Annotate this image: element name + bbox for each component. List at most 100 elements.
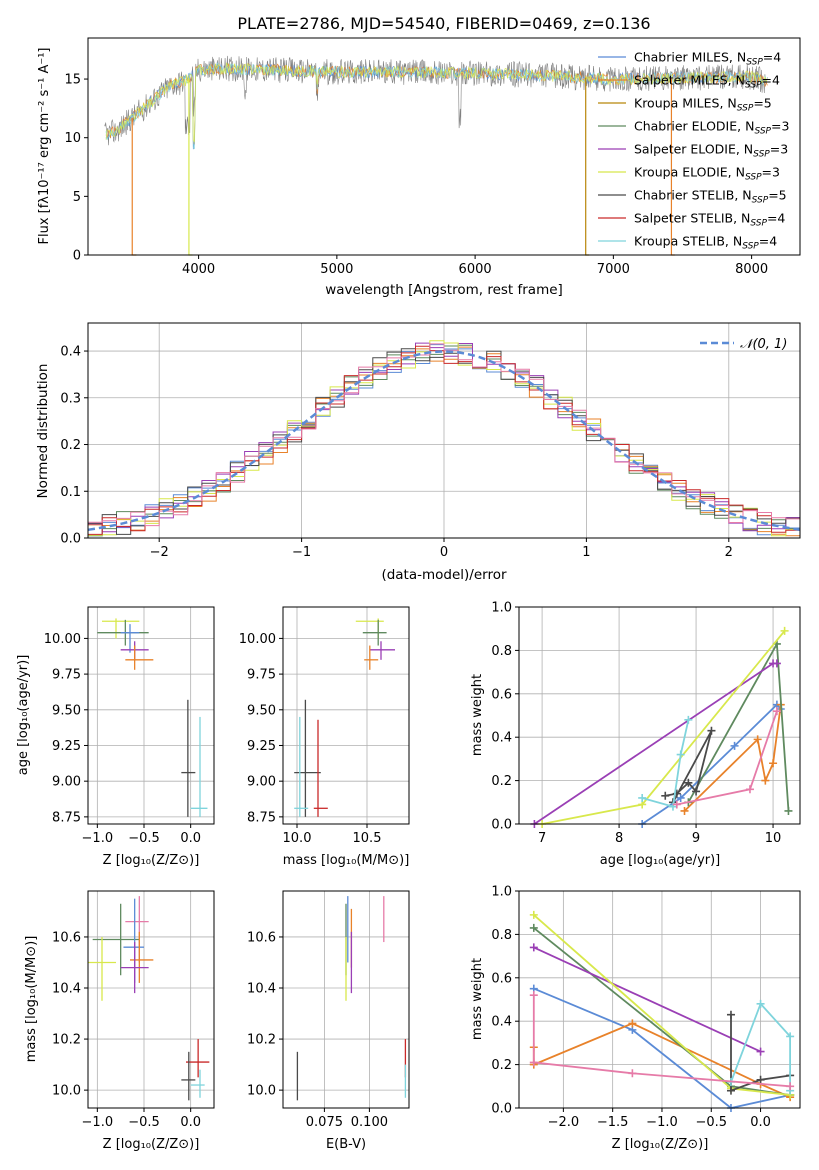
y-tick-label: 0 (73, 249, 81, 264)
series-point (684, 715, 693, 724)
y-tick-label: 0.6 (491, 687, 512, 702)
x-tick-label: −2 (150, 545, 169, 560)
x-axis-label: wavelength [Angstrom, rest frame] (325, 282, 563, 298)
x-tick-label: −2.0 (548, 1115, 580, 1130)
x-tick-label: −0.5 (695, 1115, 727, 1130)
y-tick-label: 9.75 (52, 668, 81, 683)
y-tick-label: 10.00 (239, 632, 276, 647)
y-tick-label: 10 (64, 131, 81, 146)
y-tick-label: 10.2 (247, 1033, 276, 1048)
legend-label: Chabrier MILES, NSSP=4 (634, 50, 781, 68)
series-line (730, 1002, 791, 1091)
y-tick-label: 10.4 (52, 982, 81, 997)
x-axis-label: Z [log₁₀(Z/Z⊙)] (103, 1137, 200, 1152)
x-axis-label: Z [log₁₀(Z/Z⊙)] (612, 1137, 709, 1152)
model-spectrum-line (105, 61, 768, 150)
series-point (726, 1086, 735, 1095)
series-point (529, 943, 538, 952)
legend-label: Salpeter MILES, NSSP=4 (634, 73, 780, 91)
y-tick-label: 1.0 (491, 601, 512, 616)
series-point (726, 1010, 735, 1019)
x-axis-label: age [log₁₀(age/yr)] (600, 853, 721, 868)
series-point (661, 791, 670, 800)
x-axis-label: E(B-V) (326, 1137, 366, 1152)
series-point (786, 1032, 795, 1041)
y-tick-label: 8.75 (52, 810, 81, 825)
series-point (628, 1069, 637, 1078)
x-tick-label: 5000 (320, 262, 353, 277)
series-point (638, 793, 647, 802)
y-tick-label: 9.00 (52, 775, 81, 790)
age-vs-mass-panel: 10.0 10.5 8.75 9.00 9.25 9.50 9.75 10.00 mass [… (239, 606, 410, 868)
y-tick-label: 10.0 (247, 1084, 276, 1099)
mass-vs-ebv-panel: 0.075 0.100 10.0 10.2 10.4 10.6 E(B-V) (247, 890, 410, 1152)
y-tick-label: 0.0 (491, 818, 512, 833)
age-vs-metallicity-panel: −1.0 −0.5 0.0 8.75 9.00 9.25 9.50 9.75 10.00 Z [… (16, 606, 215, 868)
legend-label: Kroupa ELODIE, NSSP=3 (634, 165, 780, 183)
y-tick-label: 9.75 (247, 668, 276, 683)
series-point (761, 776, 770, 785)
y-tick-label: 9.25 (247, 739, 276, 754)
series-point (756, 999, 765, 1008)
histogram-step-line (88, 340, 800, 537)
series-point (676, 750, 685, 759)
y-axis-label: mass weight (470, 958, 485, 1040)
y-tick-label: 0.2 (60, 438, 81, 453)
series-point (680, 806, 689, 815)
x-tick-label: 10 (765, 831, 782, 846)
histogram-step-line (88, 343, 800, 527)
series-line (532, 995, 791, 1088)
x-axis-label: Z [log₁₀(Z/Z⊙)] (103, 853, 200, 868)
series-line (533, 946, 761, 1053)
x-tick-label: 0.0 (180, 831, 201, 846)
histogram-step-line (88, 345, 800, 535)
y-tick-label: 0.6 (491, 971, 512, 986)
series-point (529, 910, 538, 919)
x-tick-label: 8 (615, 831, 623, 846)
x-tick-label: −1.5 (597, 1115, 629, 1130)
y-tick-label: 9.50 (247, 703, 276, 718)
y-tick-label: 0.8 (491, 928, 512, 943)
legend-label: Salpeter ELODIE, NSSP=3 (634, 142, 788, 160)
series-point (756, 1047, 765, 1056)
x-tick-label: −1.0 (82, 831, 114, 846)
y-axis-label: Normed distribution (35, 364, 51, 499)
y-tick-label: 0.0 (60, 532, 81, 547)
x-tick-label: −1 (292, 545, 311, 560)
y-tick-label: 9.25 (52, 739, 81, 754)
x-tick-label: 0 (440, 545, 448, 560)
y-axis-label: mass weight (470, 674, 485, 756)
chart-title: PLATE=2786, MJD=54540, FIBERID=0469, z=0… (237, 14, 650, 33)
gaussian-reference-line (87, 350, 801, 532)
y-tick-label: 10.6 (52, 930, 81, 945)
y-tick-label: 0.3 (60, 391, 81, 406)
x-axis-label: (data-model)/error (381, 567, 507, 583)
series-point (772, 659, 781, 668)
series-point (529, 1058, 538, 1067)
series-point (684, 778, 693, 787)
legend: Chabrier MILES, NSSP=4 Salpeter MILES, NS… (598, 50, 789, 252)
y-tick-label: 0.2 (491, 1058, 512, 1073)
series-point (730, 741, 739, 750)
series-point (780, 626, 789, 635)
massweight-vs-metallicity-panel: −2.0 −1.5 −1.0 −0.5 0.0 0.0 0.2 0.4 0.6 0.8 1.0 Z … (470, 885, 801, 1152)
series-point (672, 800, 681, 809)
legend-label: Kroupa STELIB, NSSP=4 (634, 234, 777, 252)
model-spectrum-line (105, 62, 768, 145)
y-axis-label: Flux [fλ10⁻¹⁷ erg cm⁻² s⁻¹ A⁻¹] (37, 48, 52, 245)
mass-vs-metallicity-panel: −1.0 −0.5 0.0 10.0 10.2 10.4 10.6 Z [log₁₀(Z/Z… (24, 890, 215, 1152)
series-point (769, 759, 778, 768)
legend-label: Chabrier STELIB, NSSP=5 (634, 188, 787, 206)
x-tick-label: 10.5 (353, 831, 382, 846)
y-tick-label: 0.4 (491, 731, 512, 746)
series-point (753, 735, 762, 744)
series-point (745, 785, 754, 794)
x-tick-label: 1 (582, 545, 590, 560)
x-tick-label: 0.0 (750, 1115, 771, 1130)
x-axis-label: mass [log₁₀(M/M⊙)] (283, 853, 410, 868)
x-tick-label: 0.0 (180, 1115, 201, 1130)
y-tick-label: 0.0 (491, 1102, 512, 1117)
y-tick-label: 10.0 (52, 1084, 81, 1099)
y-axis-label: age [log₁₀(age/yr)] (16, 655, 31, 776)
y-tick-label: 0.1 (60, 485, 81, 500)
